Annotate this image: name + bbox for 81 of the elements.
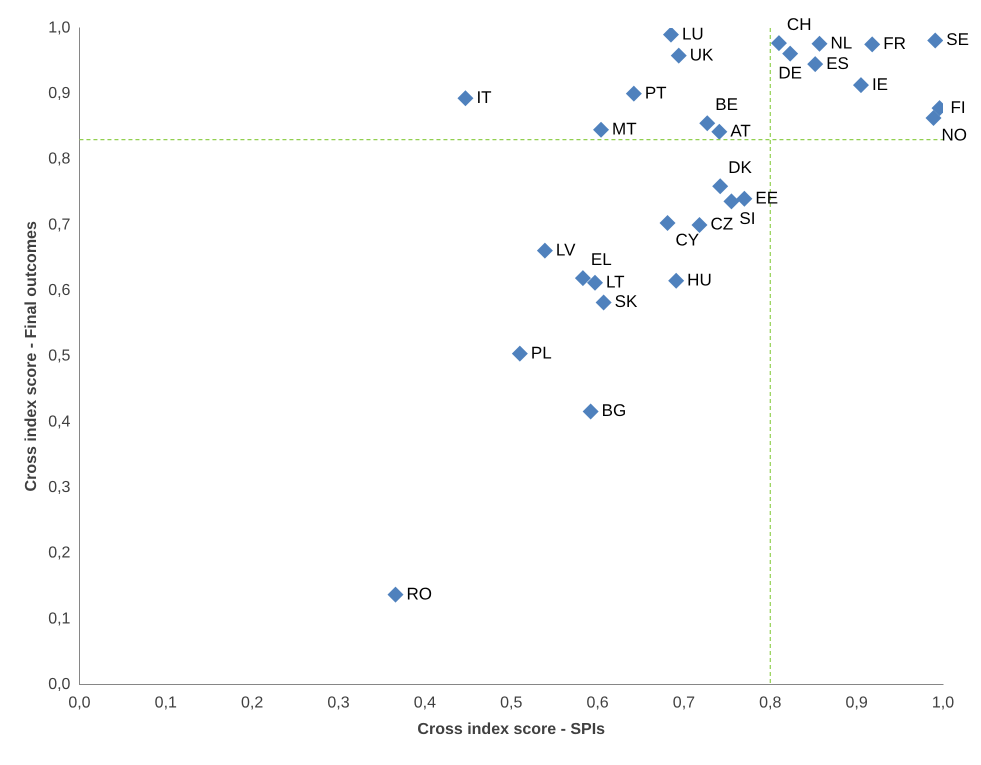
annotation: IT [476, 88, 492, 107]
y-tick-label: 0,2 [48, 544, 71, 562]
y-tick-label: 0,5 [48, 348, 71, 365]
x-tick-label: 0,1 [154, 694, 178, 712]
y-axis-title: Cross index score - Final outcomes [23, 221, 40, 492]
x-tick-label: 0,2 [241, 694, 264, 712]
annotation: MT [612, 119, 637, 138]
annotation: CY [676, 230, 700, 250]
point [660, 215, 676, 232]
point [711, 124, 728, 140]
y-tick-label: 0,7 [48, 216, 71, 234]
x-tick-label: 0,4 [414, 694, 436, 712]
point [812, 36, 828, 52]
annotation: AT [730, 121, 751, 140]
x-tick-label: 0,9 [846, 694, 868, 712]
annotation: CZ [710, 214, 734, 234]
point [770, 35, 787, 52]
y-tick-label: 0,1 [48, 610, 71, 628]
annotation: EE [755, 188, 778, 208]
annotation: EL [590, 250, 612, 269]
x-tick-label: 0,6 [586, 694, 609, 712]
point [593, 122, 610, 138]
y-tick-label: 0,0 [48, 676, 71, 694]
point [586, 274, 603, 291]
point [691, 216, 708, 233]
y-tick-label: 0,9 [48, 85, 71, 102]
annotation: FI [950, 98, 966, 117]
x-tick-label: 0,5 [500, 694, 522, 712]
y-tick-label: 1,0 [48, 19, 71, 36]
annotation: IE [872, 74, 888, 94]
annotation: ES [826, 54, 849, 73]
annotation: SE [946, 30, 969, 50]
point [712, 178, 728, 194]
point [536, 242, 553, 259]
annotation: PL [530, 343, 552, 362]
annotation: LT [606, 272, 625, 292]
point [723, 193, 740, 210]
annotation: PT [644, 83, 667, 102]
annotation: DE [778, 63, 802, 82]
point [926, 110, 942, 126]
point [582, 403, 599, 420]
annotation: BE [715, 94, 738, 114]
annotation: BG [602, 401, 626, 420]
point [574, 270, 591, 286]
annotation: DK [728, 158, 752, 177]
point [782, 46, 798, 62]
annotation: NL [830, 33, 852, 52]
point [807, 56, 824, 72]
point [662, 28, 679, 43]
point [864, 36, 880, 52]
annotation: LV [556, 240, 576, 260]
y-tick-label: 0,6 [48, 282, 71, 300]
x-tick-label: 1,0 [932, 694, 954, 712]
point [596, 294, 612, 310]
x-tick-label: 0,3 [327, 694, 350, 712]
point [388, 586, 404, 603]
annotation: SI [739, 209, 756, 228]
point [736, 190, 752, 207]
y-tick-label: 0,3 [48, 479, 71, 496]
point [626, 86, 642, 102]
annotation: RO [406, 584, 432, 604]
point [512, 346, 528, 362]
x-tick-label: 0,8 [759, 694, 782, 712]
annotation: HU [687, 270, 712, 290]
point [668, 272, 684, 289]
point [457, 90, 474, 106]
y-tick-label: 0,4 [48, 413, 71, 430]
x-tick-label: 0,7 [672, 694, 696, 712]
point [699, 115, 716, 132]
point [670, 48, 687, 64]
y-tick-label: 0,8 [48, 150, 71, 168]
x-axis-title: Cross index score - SPIs [417, 720, 606, 738]
point [927, 32, 943, 48]
annotation: CH [786, 14, 812, 34]
x-tick-label: 0,0 [68, 694, 91, 712]
annotation: NO [942, 126, 967, 145]
annotation: LU [682, 24, 704, 44]
point [852, 77, 869, 94]
annotation: UK [690, 45, 714, 64]
annotation: FR [883, 34, 906, 54]
annotation: SK [614, 292, 638, 312]
